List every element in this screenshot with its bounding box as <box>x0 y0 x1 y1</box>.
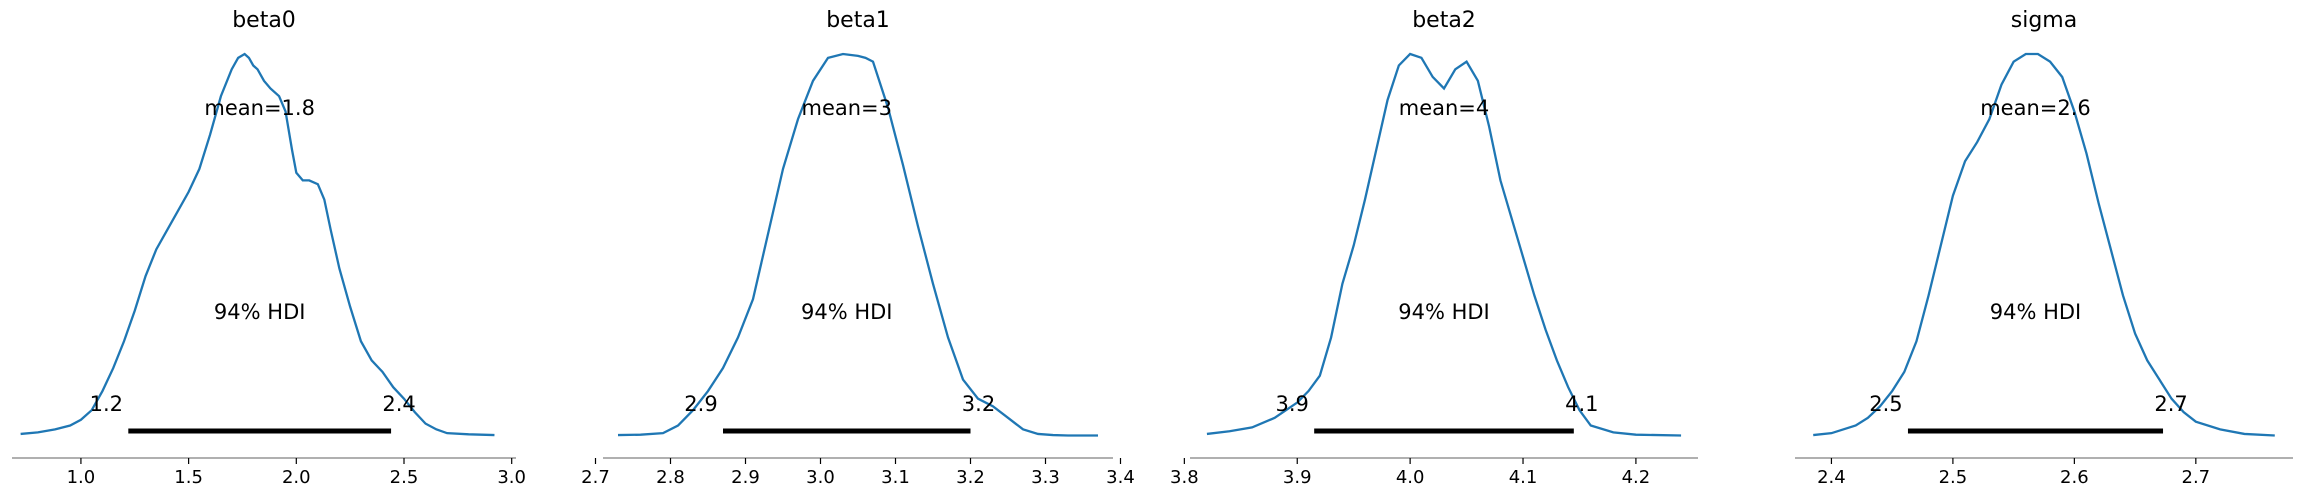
panel-beta0: beta0 mean=1.8 94% HDI 1.2 2.4 1.0 1.5 2.0 2.5 3.… <box>12 8 526 488</box>
density-curve <box>20 52 495 437</box>
panel-title: sigma <box>2011 8 2077 33</box>
x-tick-label: 3.0 <box>806 467 835 488</box>
x-tick-label: 2.5 <box>1939 467 1968 488</box>
density-curve <box>1813 52 2275 437</box>
x-tick-label: 2.9 <box>731 467 760 488</box>
mean-label: mean=3 <box>801 96 892 120</box>
mean-label: mean=2.6 <box>1980 96 2091 120</box>
hdi-label: 94% HDI <box>1398 300 1490 324</box>
panel-beta1: beta1 mean=3 94% HDI 2.9 3.2 2.7 2.8 2.9 3.0 3.1 3… <box>581 8 1135 488</box>
panel-title: beta2 <box>1412 8 1476 33</box>
hdi-label: 94% HDI <box>214 300 306 324</box>
x-tick-label: 4.0 <box>1396 467 1425 488</box>
x-tick-label: 3.0 <box>497 467 526 488</box>
panel-title: beta0 <box>232 8 296 33</box>
hdi-label: 94% HDI <box>1990 300 2082 324</box>
hdi-label: 94% HDI <box>801 300 893 324</box>
x-tick-label: 3.2 <box>956 467 985 488</box>
panel-title: beta1 <box>826 8 890 33</box>
x-tick-label: 3.9 <box>1283 467 1312 488</box>
x-tick-label: 2.6 <box>2060 467 2089 488</box>
density-curve <box>617 52 1098 437</box>
x-tick-label: 3.4 <box>1106 467 1135 488</box>
x-tick-label: 2.4 <box>1817 467 1846 488</box>
panel-beta2: beta2 mean=4 94% HDI 3.9 4.1 3.8 3.9 4.0 4.1 4.2 <box>1170 8 1698 488</box>
hdi-lower-label: 2.9 <box>684 392 717 416</box>
hdi-upper-label: 4.1 <box>1565 392 1598 416</box>
x-tick-label: 1.0 <box>67 467 96 488</box>
x-tick-label: 3.3 <box>1031 467 1060 488</box>
x-tick-label: 1.5 <box>174 467 203 488</box>
hdi-upper-label: 2.4 <box>382 392 415 416</box>
hdi-lower-label: 1.2 <box>90 392 123 416</box>
hdi-upper-label: 3.2 <box>962 392 995 416</box>
x-tick-label: 2.0 <box>282 467 311 488</box>
x-tick-label: 2.7 <box>581 467 610 488</box>
mean-label: mean=4 <box>1399 96 1490 120</box>
hdi-lower-label: 3.9 <box>1275 392 1308 416</box>
x-tick-label: 4.1 <box>1509 467 1538 488</box>
x-tick-label: 2.7 <box>2182 467 2211 488</box>
x-tick-label: 2.8 <box>656 467 685 488</box>
mean-label: mean=1.8 <box>204 96 315 120</box>
x-tick-label: 4.2 <box>1622 467 1651 488</box>
x-tick-label: 3.1 <box>881 467 910 488</box>
panel-sigma: sigma mean=2.6 94% HDI 2.5 2.7 2.4 2.5 2.6 2.7 <box>1795 8 2293 488</box>
x-tick-label: 3.8 <box>1170 467 1199 488</box>
hdi-upper-label: 2.7 <box>2154 392 2187 416</box>
hdi-lower-label: 2.5 <box>1869 392 1902 416</box>
x-tick-label: 2.5 <box>390 467 419 488</box>
density-curve <box>1206 52 1682 437</box>
